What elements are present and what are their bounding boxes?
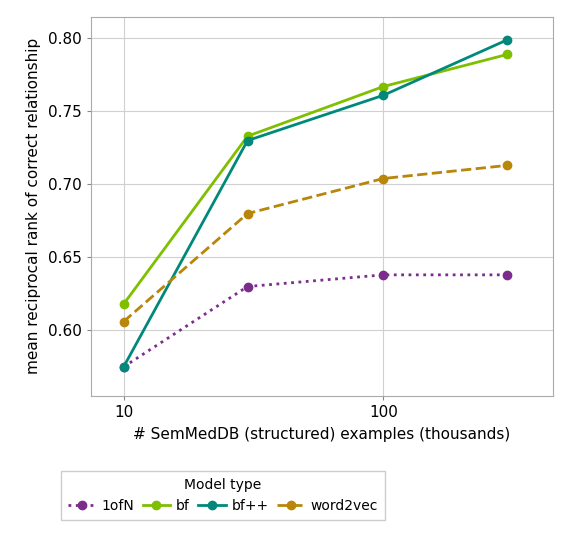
bf++ — [244, 138, 251, 144]
1ofN — [120, 364, 127, 370]
bf++ — [504, 36, 511, 43]
word2vec — [244, 210, 251, 217]
Legend: 1ofN, bf, bf++, word2vec: 1ofN, bf, bf++, word2vec — [61, 471, 385, 520]
1ofN — [504, 272, 511, 278]
1ofN — [244, 283, 251, 290]
Line: 1ofN: 1ofN — [120, 271, 511, 371]
Y-axis label: mean reciprocal rank of correct relationship: mean reciprocal rank of correct relation… — [26, 38, 42, 375]
bf — [380, 83, 386, 90]
Line: word2vec: word2vec — [120, 161, 511, 326]
bf++ — [120, 364, 127, 370]
bf — [244, 133, 251, 140]
Line: bf: bf — [120, 50, 511, 308]
bf++ — [380, 92, 386, 98]
word2vec — [120, 318, 127, 325]
word2vec — [504, 162, 511, 169]
bf — [120, 301, 127, 307]
Line: bf++: bf++ — [120, 36, 511, 371]
1ofN — [380, 272, 386, 278]
word2vec — [380, 175, 386, 182]
X-axis label: # SemMedDB (structured) examples (thousands): # SemMedDB (structured) examples (thousa… — [133, 427, 511, 442]
bf — [504, 51, 511, 58]
